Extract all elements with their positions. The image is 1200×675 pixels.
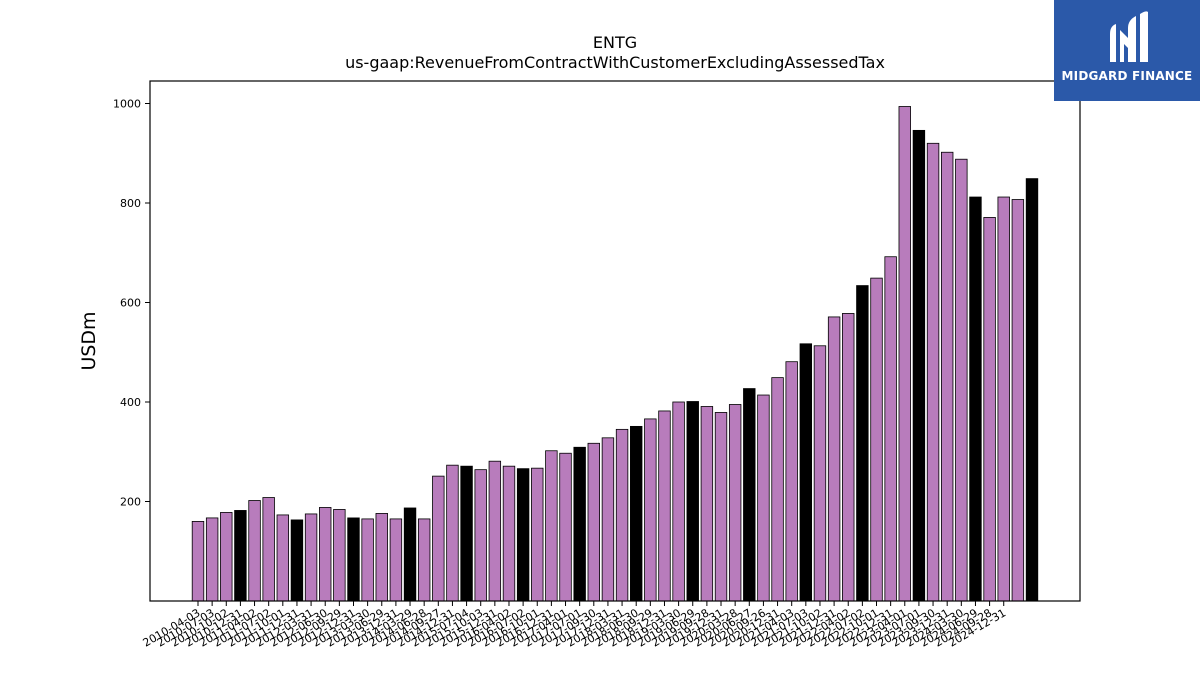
bar-2012-06-30 bbox=[319, 507, 332, 602]
bar-2012-03-31 bbox=[304, 513, 318, 602]
chart-title: ENTG bbox=[593, 33, 637, 52]
bar-2018-06-30 bbox=[630, 425, 643, 602]
bar-2010-10-02 bbox=[220, 512, 233, 602]
bar-2019-09-28 bbox=[700, 406, 714, 602]
bar-2022-10-01 bbox=[870, 277, 883, 602]
bar-undefined bbox=[1011, 199, 1025, 602]
bar-2022-07-02 bbox=[856, 285, 869, 602]
bar-2017-04-01 bbox=[559, 452, 572, 602]
x-axis: 2010-04-032010-07-032010-10-022010-12-31… bbox=[141, 601, 1008, 650]
bar-2020-12-31 bbox=[771, 377, 784, 602]
bar-2010-12-31 bbox=[234, 510, 247, 602]
bar-2015-10-03 bbox=[474, 469, 487, 602]
bar-2024-12-31 bbox=[997, 196, 1010, 602]
logo-brand-text: MIDGARD FINANCE bbox=[1061, 69, 1193, 83]
bar-2012-09-29 bbox=[333, 509, 346, 602]
bar-2024-06-29 bbox=[969, 196, 982, 602]
midgard-mountain-icon bbox=[1110, 11, 1148, 63]
y-axis: 200 400 600 800 1000 bbox=[113, 98, 150, 509]
bar-2017-12-31 bbox=[601, 437, 615, 602]
bar-2016-10-01 bbox=[531, 467, 544, 602]
bar-2019-12-31 bbox=[714, 412, 728, 602]
bar-2020-03-28 bbox=[728, 404, 742, 602]
y-tick-label: 600 bbox=[120, 297, 141, 310]
bar-2011-04-02 bbox=[248, 500, 261, 602]
bar-2011-12-31 bbox=[290, 519, 304, 602]
y-axis-label: USDm bbox=[78, 311, 100, 370]
bar-2018-12-31 bbox=[658, 410, 671, 602]
bar-2022-12-31 bbox=[884, 256, 897, 602]
bar-2010-04-03 bbox=[191, 521, 205, 602]
chart-subtitle: us-gaap:RevenueFromContractWithCustomerE… bbox=[345, 53, 885, 72]
bar-2018-03-31 bbox=[615, 428, 629, 602]
bar-2023-12-31 bbox=[940, 151, 954, 602]
bar-2021-10-02 bbox=[813, 345, 827, 602]
bar-2012-12-31 bbox=[347, 517, 360, 602]
bar-2017-09-30 bbox=[587, 442, 600, 602]
bar-2016-07-02 bbox=[516, 468, 530, 602]
bar-2014-09-27 bbox=[432, 475, 445, 602]
bar-2021-07-03 bbox=[799, 343, 813, 602]
bar-2011-07-02 bbox=[262, 497, 275, 602]
y-tick-label: 400 bbox=[120, 396, 141, 409]
bar-2013-03-30 bbox=[361, 518, 374, 602]
bar-2011-10-01 bbox=[276, 514, 290, 602]
bar-undefined bbox=[1025, 178, 1039, 602]
bar-2020-06-27 bbox=[743, 388, 756, 602]
bar-2016-12-31 bbox=[545, 450, 558, 602]
bar-2024-03-30 bbox=[955, 158, 968, 602]
y-tick-label: 1000 bbox=[113, 98, 141, 111]
bar-2015-07-04 bbox=[460, 465, 473, 602]
y-tick-label: 200 bbox=[120, 496, 141, 509]
bar-2017-07-01 bbox=[573, 446, 586, 602]
bar-2015-12-31 bbox=[488, 460, 502, 602]
bar-2023-09-30 bbox=[926, 142, 940, 602]
bar-2010-07-03 bbox=[205, 517, 219, 602]
bar-2014-03-29 bbox=[403, 507, 417, 602]
bar-2023-04-01 bbox=[898, 106, 911, 602]
bar-2023-07-01 bbox=[912, 129, 926, 602]
bar-2022-04-02 bbox=[842, 313, 855, 602]
bar-2014-06-28 bbox=[417, 518, 431, 602]
bar-2019-06-29 bbox=[686, 401, 699, 602]
bar-2013-12-31 bbox=[389, 518, 403, 602]
bar-2021-04-03 bbox=[785, 361, 798, 602]
bar-group bbox=[191, 106, 1039, 602]
midgard-finance-logo: MIDGARD FINANCE bbox=[1054, 0, 1200, 101]
bar-2013-06-29 bbox=[375, 513, 388, 602]
bar-2016-04-02 bbox=[502, 465, 516, 602]
plot-frame bbox=[149, 80, 1081, 602]
bar-2024-09-28 bbox=[983, 217, 996, 602]
y-tick-label: 800 bbox=[120, 197, 141, 210]
bar-2018-09-29 bbox=[644, 418, 657, 602]
bar-2020-09-26 bbox=[757, 394, 770, 602]
bar-2014-12-31 bbox=[446, 464, 459, 602]
bar-2021-12-31 bbox=[827, 316, 841, 602]
bar-2019-03-30 bbox=[672, 401, 685, 602]
